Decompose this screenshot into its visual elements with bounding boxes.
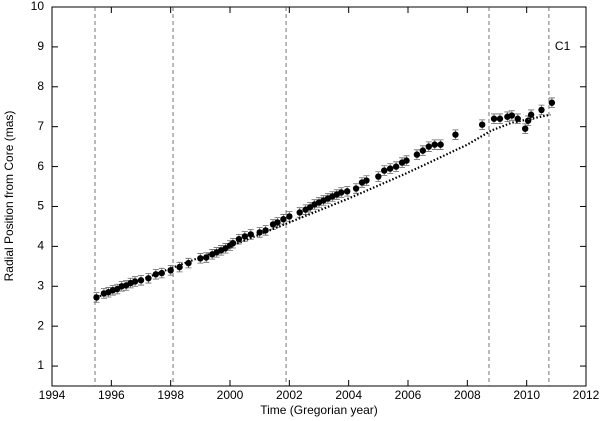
data-point <box>452 131 459 138</box>
data-point <box>338 189 345 196</box>
data-point <box>247 231 254 238</box>
y-tick-label: 10 <box>31 0 45 13</box>
data-point <box>387 165 394 172</box>
y-tick-label: 8 <box>37 79 44 93</box>
data-point <box>256 229 263 236</box>
data-point <box>176 263 183 271</box>
data-point <box>496 115 504 122</box>
y-tick-label: 1 <box>37 358 44 372</box>
x-tick-label: 2012 <box>573 388 600 402</box>
data-point <box>286 213 293 220</box>
x-tick-label: 2000 <box>217 388 244 402</box>
y-axis-label: Radial Position from Core (mas) <box>2 111 16 282</box>
data-point <box>363 177 370 184</box>
x-tick-label: 1998 <box>157 388 184 402</box>
data-point <box>375 173 382 180</box>
data-point <box>352 185 360 192</box>
data-point <box>158 269 165 277</box>
y-tick-label: 9 <box>37 39 44 53</box>
x-tick-label: 2008 <box>454 388 481 402</box>
plot-frame <box>51 6 587 387</box>
y-tick-label: 7 <box>37 119 44 133</box>
data-point <box>437 141 444 148</box>
data-point <box>538 106 545 114</box>
data-point <box>521 125 529 132</box>
x-tick-label: 2010 <box>513 388 540 402</box>
data-point <box>508 112 516 119</box>
y-tick-label: 2 <box>37 318 44 332</box>
x-tick-label: 2006 <box>395 388 422 402</box>
data-point <box>431 141 438 148</box>
y-tick-label: 4 <box>37 239 44 253</box>
data-point <box>548 99 556 106</box>
x-tick-label: 2004 <box>335 388 362 402</box>
y-tick-label: 5 <box>37 199 44 213</box>
y-tick-label: 3 <box>37 278 44 292</box>
data-point <box>478 121 486 128</box>
data-point <box>280 216 287 223</box>
data-point <box>343 188 351 195</box>
data-point <box>381 167 388 174</box>
annotation: C1 <box>555 39 571 53</box>
data-point <box>274 219 281 226</box>
data-point <box>425 143 432 150</box>
data-point <box>403 157 410 164</box>
x-axis-label: Time (Gregorian year) <box>260 403 378 417</box>
data-point <box>490 115 498 122</box>
data-point <box>392 163 400 170</box>
data-point <box>413 151 421 158</box>
data-point <box>241 233 249 240</box>
y-tick-label: 6 <box>37 159 44 173</box>
x-tick-label: 2002 <box>276 388 303 402</box>
fit-line <box>96 113 551 299</box>
data-point <box>419 147 427 154</box>
data-point <box>235 235 243 243</box>
data-point <box>527 111 535 118</box>
x-tick-label: 1996 <box>98 388 125 402</box>
data-point <box>185 259 192 267</box>
x-tick-label: 1994 <box>39 388 66 402</box>
data-point <box>296 209 303 216</box>
